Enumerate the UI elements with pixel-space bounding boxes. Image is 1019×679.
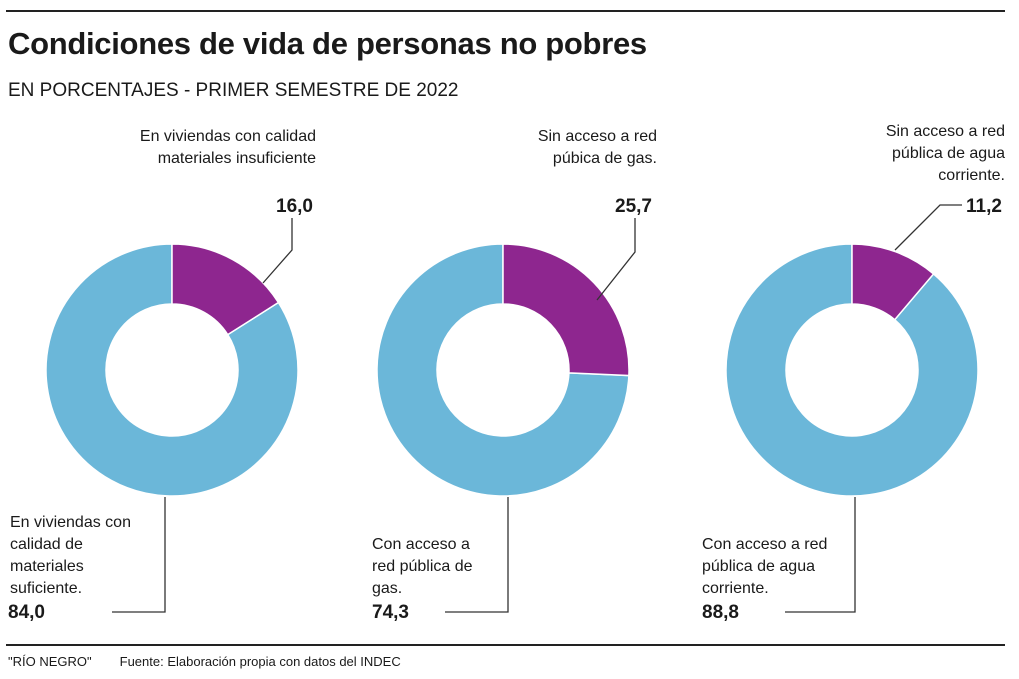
leader-line [596, 218, 636, 301]
leader-line [262, 218, 293, 284]
value-no-gas: 25,7 [615, 196, 652, 217]
donut-slice [725, 243, 979, 497]
label-sufficient: En viviendas con calidad de materiales s… [10, 514, 131, 597]
label-water: Con acceso a red pública de agua corrien… [702, 536, 828, 597]
label-no-gas: Sin acceso a red púbica de gas. [537, 128, 657, 167]
footer-brand: "RÍO NEGRO" [8, 654, 92, 669]
chart-subtitle: EN PORCENTAJES - PRIMER SEMESTRE DE 2022 [8, 80, 459, 101]
leader-line [445, 497, 509, 613]
leader-line [894, 204, 962, 251]
label-no-water: Sin acceso a red pública de agua corrien… [885, 123, 1005, 184]
value-sufficient: 84,0 [8, 602, 45, 623]
top-rule [6, 10, 1005, 12]
value-insufficient: 16,0 [276, 196, 313, 217]
footer-source: Fuente: Elaboración propia con datos del… [119, 654, 401, 669]
label-insufficient: En viviendas con calidad materiales insu… [139, 128, 316, 167]
chart-title: Condiciones de vida de personas no pobre… [8, 26, 647, 61]
donut-slice [851, 243, 935, 321]
label-gas: Con acceso a red pública de gas. [372, 536, 473, 597]
value-no-water: 11,2 [966, 196, 1002, 217]
value-gas: 74,3 [372, 602, 409, 623]
donut-slice [376, 243, 630, 497]
bottom-rule [6, 644, 1005, 646]
donut-slice [171, 243, 280, 336]
donut-slice [502, 243, 630, 377]
donut-slice [45, 243, 299, 497]
value-water: 88,8 [702, 602, 739, 623]
leader-line [785, 497, 856, 613]
leader-line [112, 497, 166, 613]
footer: "RÍO NEGRO" Fuente: Elaboración propia co… [8, 654, 401, 669]
